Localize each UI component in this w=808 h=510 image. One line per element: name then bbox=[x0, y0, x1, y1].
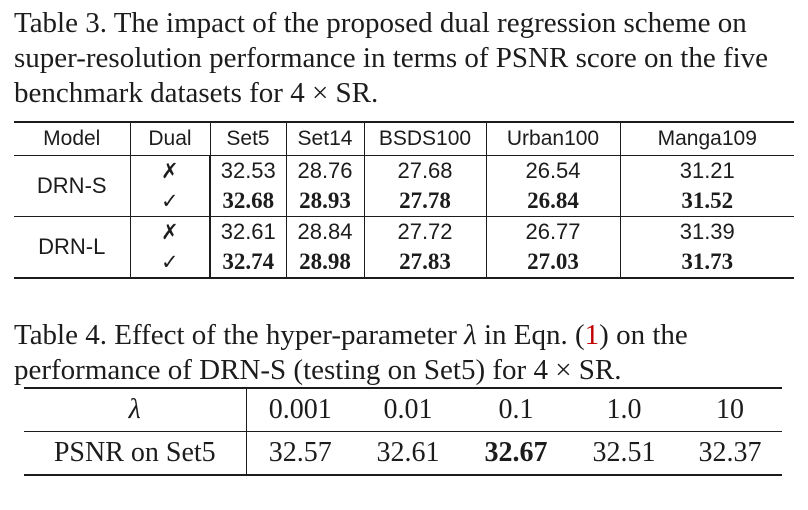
table4-caption: Table 4. Effect of the hyper-parameter λ… bbox=[14, 318, 794, 388]
lambda-value-cell: 10 bbox=[678, 388, 782, 432]
value-cell: 31.39 bbox=[619, 216, 794, 247]
header-model: Model bbox=[14, 122, 130, 156]
model-cell: DRN-L bbox=[38, 234, 106, 259]
value-cell: 28.93 bbox=[285, 186, 364, 217]
metric-label: PSNR on Set5 bbox=[53, 437, 216, 468]
value-cell: 31.73 bbox=[619, 247, 794, 278]
header-set14: Set14 bbox=[285, 122, 364, 156]
value-cell: 28.98 bbox=[285, 247, 364, 278]
table3-caption: Table 3. The impact of the proposed dual… bbox=[14, 7, 769, 109]
value-cell: 27.68 bbox=[363, 155, 486, 186]
value-cell: 31.52 bbox=[619, 186, 794, 217]
table-row: DRN-S ✗ 32.53 28.76 27.68 26.54 31.21 bbox=[14, 155, 794, 217]
lambda-value-cell: 0.01 bbox=[354, 388, 462, 432]
value-cell: 27.03 bbox=[485, 247, 620, 278]
value-cell: 26.54 bbox=[485, 155, 620, 186]
psnr-value-cell: 32.51 bbox=[592, 437, 656, 468]
value-cell: 28.84 bbox=[285, 216, 364, 247]
value-cell: 31.21 bbox=[619, 155, 794, 186]
psnr-value-cell: 32.37 bbox=[698, 437, 762, 468]
table3-header-row: Model Dual Set5 Set14 BSDS100 Urban100 M… bbox=[14, 122, 794, 156]
psnr-value-cell: 32.57 bbox=[245, 431, 354, 475]
psnr-value-cell: 32.61 bbox=[376, 437, 440, 468]
table-row: λ 0.001 0.01 0.1 1.0 10 bbox=[24, 388, 782, 432]
lambda-value-cell: 0.001 bbox=[245, 388, 354, 432]
lambda-symbol: λ bbox=[464, 319, 477, 351]
value-cell: 27.78 bbox=[363, 186, 486, 217]
value-cell: 28.76 bbox=[285, 155, 364, 186]
lambda-header: λ bbox=[24, 388, 246, 432]
header-bsds100: BSDS100 bbox=[363, 122, 486, 156]
dual-mark-cell: ✓ bbox=[129, 247, 210, 278]
value-cell: 27.83 bbox=[363, 247, 486, 278]
dual-mark-cell: ✗ bbox=[129, 216, 210, 247]
model-cell: DRN-S bbox=[14, 155, 130, 217]
value-cell: 32.68 bbox=[209, 186, 286, 217]
lambda-value-cell: 0.1 bbox=[462, 388, 570, 432]
header-dual: Dual bbox=[129, 122, 210, 156]
equation-reference-link[interactable]: 1 bbox=[584, 319, 600, 351]
table3: Model Dual Set5 Set14 BSDS100 Urban100 M… bbox=[14, 121, 794, 279]
caption-text: in Eqn. ( bbox=[476, 319, 585, 351]
table-row: ✓ 32.68 28.93 27.78 26.84 31.52 bbox=[14, 186, 794, 217]
value-cell: 26.84 bbox=[485, 186, 620, 217]
header-set5: Set5 bbox=[209, 122, 286, 156]
caption-text: ) on the performance of DRN-S (testing o… bbox=[14, 319, 688, 386]
dual-mark-cell: ✓ bbox=[129, 186, 210, 217]
lambda-value-cell: 1.0 bbox=[570, 388, 678, 432]
value-cell: 32.74 bbox=[209, 247, 286, 278]
header-manga109: Manga109 bbox=[619, 122, 794, 156]
table-row: DRN-L ✗ 32.61 28.84 27.72 26.77 31.39 bbox=[14, 216, 794, 259]
table4: λ 0.001 0.01 0.1 1.0 10 PSNR on Set5 32.… bbox=[24, 387, 782, 476]
psnr-value-cell: 32.67 bbox=[484, 437, 548, 468]
value-cell: 26.77 bbox=[485, 216, 620, 247]
value-cell: 32.53 bbox=[209, 155, 286, 186]
dual-mark-cell: ✗ bbox=[129, 155, 210, 186]
header-urban100: Urban100 bbox=[485, 122, 620, 156]
caption-text: Table 4. Effect of the hyper-parameter bbox=[14, 319, 465, 351]
table-row: ✓ 32.74 28.98 27.83 27.03 31.73 bbox=[14, 247, 794, 278]
value-cell: 27.72 bbox=[363, 216, 486, 247]
table-row: PSNR on Set5 32.57 32.61 32.67 32.51 32.… bbox=[24, 431, 782, 475]
value-cell: 32.61 bbox=[209, 216, 286, 247]
